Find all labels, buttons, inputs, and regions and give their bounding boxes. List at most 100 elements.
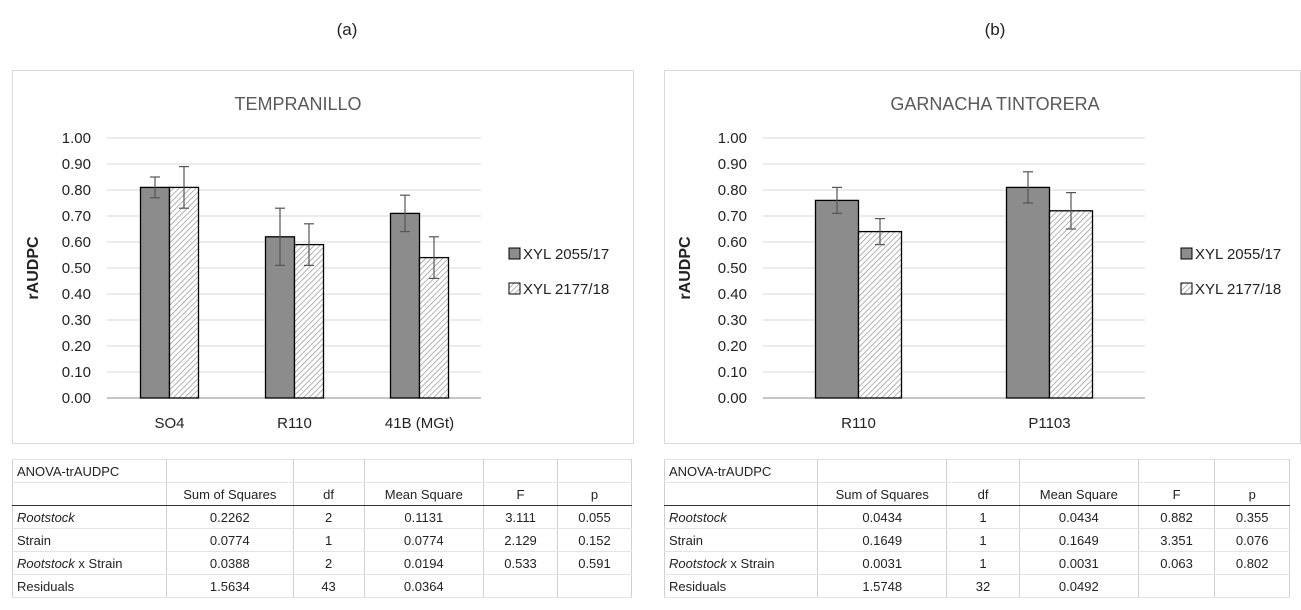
column-header: p	[1214, 482, 1290, 506]
table-row: Rootstock x Strain 0.0388 2 0.0194 0.533 0.59…	[12, 551, 632, 575]
column-header: df	[946, 482, 1020, 506]
y-tick-label: 0.80	[62, 182, 91, 199]
table-cell: 0.533	[483, 551, 558, 575]
column-header: df	[292, 482, 365, 506]
table-cell: 0.882	[1137, 505, 1216, 529]
bar	[1048, 210, 1094, 399]
y-tick-label: 1.00	[718, 130, 747, 147]
table-cell: 43	[292, 574, 365, 598]
legend-label: XYL 2055/17	[1195, 246, 1281, 263]
y-axis-label: rAUDPC	[25, 236, 42, 300]
table-cell	[1214, 574, 1290, 598]
y-tick-label: 0.20	[62, 338, 91, 355]
y-tick-label: 0.60	[62, 234, 91, 251]
table-cell: 0.0031	[1018, 551, 1139, 575]
table-cell: 1.5748	[817, 574, 948, 598]
legend-label: XYL 2055/17	[523, 246, 609, 263]
table-cell: 0.355	[1214, 505, 1290, 529]
table-cell: 2.129	[483, 528, 558, 552]
chart-svg: GARNACHA TINTORERA rAUDPC 1.00 0.90 0.80 0.70…	[677, 94, 1281, 432]
table-row: Rootstock 0.0434 1 0.0434 0.882 0.355	[663, 505, 1290, 529]
table-row: Strain 0.1649 1 0.1649 3.351 0.076	[663, 528, 1290, 552]
y-tick-label: 0.60	[718, 234, 747, 251]
chart-svg: TEMPRANILLO rAUDPC 1.00 0.90 0.80 0.70 0.60 0.5…	[25, 94, 609, 432]
empty-cell	[292, 459, 365, 483]
x-tick-label: SO4	[154, 415, 184, 432]
y-tick-label: 0.50	[62, 260, 91, 277]
x-tick-label: R110	[277, 415, 312, 432]
column-header: F	[483, 482, 558, 506]
table-cell: 2	[292, 551, 365, 575]
chart-panel-a: TEMPRANILLO rAUDPC 1.00 0.90 0.80 0.70 0.60 0.5…	[12, 70, 634, 444]
table-title-row: ANOVA-trAUDPC	[663, 459, 1290, 483]
row-label: Rootstock x Strain	[663, 551, 819, 575]
table-cell: 0.0774	[363, 528, 485, 552]
y-tick-label: 0.30	[62, 312, 91, 329]
column-header: Mean Square	[1018, 482, 1139, 506]
table-cell: 0.1649	[817, 528, 948, 552]
y-tick-label: 0.80	[718, 182, 747, 199]
y-tick-label: 0.10	[62, 364, 91, 381]
table-cell: 1.5634	[165, 574, 294, 598]
table-cell	[483, 574, 558, 598]
table-cell: 0.1131	[363, 505, 485, 529]
y-tick-label: 0.20	[718, 338, 747, 355]
table-cell: 3.351	[1137, 528, 1216, 552]
y-axis-label: rAUDPC	[677, 236, 694, 300]
table-cell: 0.0434	[1018, 505, 1139, 529]
empty-cell	[483, 459, 558, 483]
column-header: F	[1137, 482, 1216, 506]
empty-cell	[363, 459, 485, 483]
table-cell: 0.0364	[363, 574, 485, 598]
row-label: Strain	[12, 528, 167, 552]
anova-table-a: ANOVA-trAUDPC Sum of Squares df Mean Square…	[12, 459, 632, 598]
table-row: Rootstock x Strain 0.0031 1 0.0031 0.063 0.80…	[663, 551, 1290, 575]
row-label: Strain	[663, 528, 819, 552]
y-tick-label: 0.70	[718, 208, 747, 225]
anova-table-b: ANOVA-trAUDPC Sum of Squares df Mean Square…	[663, 459, 1290, 598]
bar	[293, 243, 325, 399]
y-tick-label: 0.30	[718, 312, 747, 329]
table-cell: 0.0492	[1018, 574, 1139, 598]
table-cell: 0.0194	[363, 551, 485, 575]
column-header: Mean Square	[363, 482, 485, 506]
table-cell: 0.0031	[817, 551, 948, 575]
y-tick-label: 0.00	[718, 390, 747, 407]
table-row: Residuals 1.5748 32 0.0492	[663, 574, 1290, 598]
table-title: ANOVA-trAUDPC	[12, 459, 167, 483]
row-label: Residuals	[663, 574, 819, 598]
bar	[418, 256, 450, 399]
table-cell	[557, 574, 632, 598]
legend-label: XYL 2177/18	[523, 281, 609, 298]
table-cell: 0.591	[557, 551, 632, 575]
bar	[814, 199, 860, 399]
table-title: ANOVA-trAUDPC	[663, 459, 819, 483]
y-tick-label: 0.40	[718, 286, 747, 303]
table-row: Strain 0.0774 1 0.0774 2.129 0.152	[12, 528, 632, 552]
table-row: Rootstock 0.2262 2 0.1131 3.111 0.055	[12, 505, 632, 529]
y-tick-label: 0.90	[718, 156, 747, 173]
panel-label-a: (a)	[336, 20, 358, 39]
table-cell: 0.2262	[165, 505, 294, 529]
column-header: Sum of Squares	[165, 482, 294, 506]
empty-cell	[12, 482, 167, 506]
x-tick-label: R110	[841, 415, 876, 432]
bar	[389, 212, 421, 399]
chart-title: TEMPRANILLO	[234, 94, 361, 114]
column-header: Sum of Squares	[817, 482, 948, 506]
y-tick-label: 0.70	[62, 208, 91, 225]
table-cell: 0.1649	[1018, 528, 1139, 552]
empty-cell	[1214, 459, 1290, 483]
y-tick-label: 1.00	[62, 130, 91, 147]
panel-label-b: (b)	[984, 20, 1006, 39]
table-title-row: ANOVA-trAUDPC	[12, 459, 632, 483]
table-cell: 0.063	[1137, 551, 1216, 575]
row-label: Rootstock	[663, 505, 819, 529]
table-cell: 0.0388	[165, 551, 294, 575]
empty-cell	[1018, 459, 1139, 483]
empty-cell	[946, 459, 1020, 483]
row-label: Rootstock x Strain	[12, 551, 167, 575]
table-cell: 32	[946, 574, 1020, 598]
